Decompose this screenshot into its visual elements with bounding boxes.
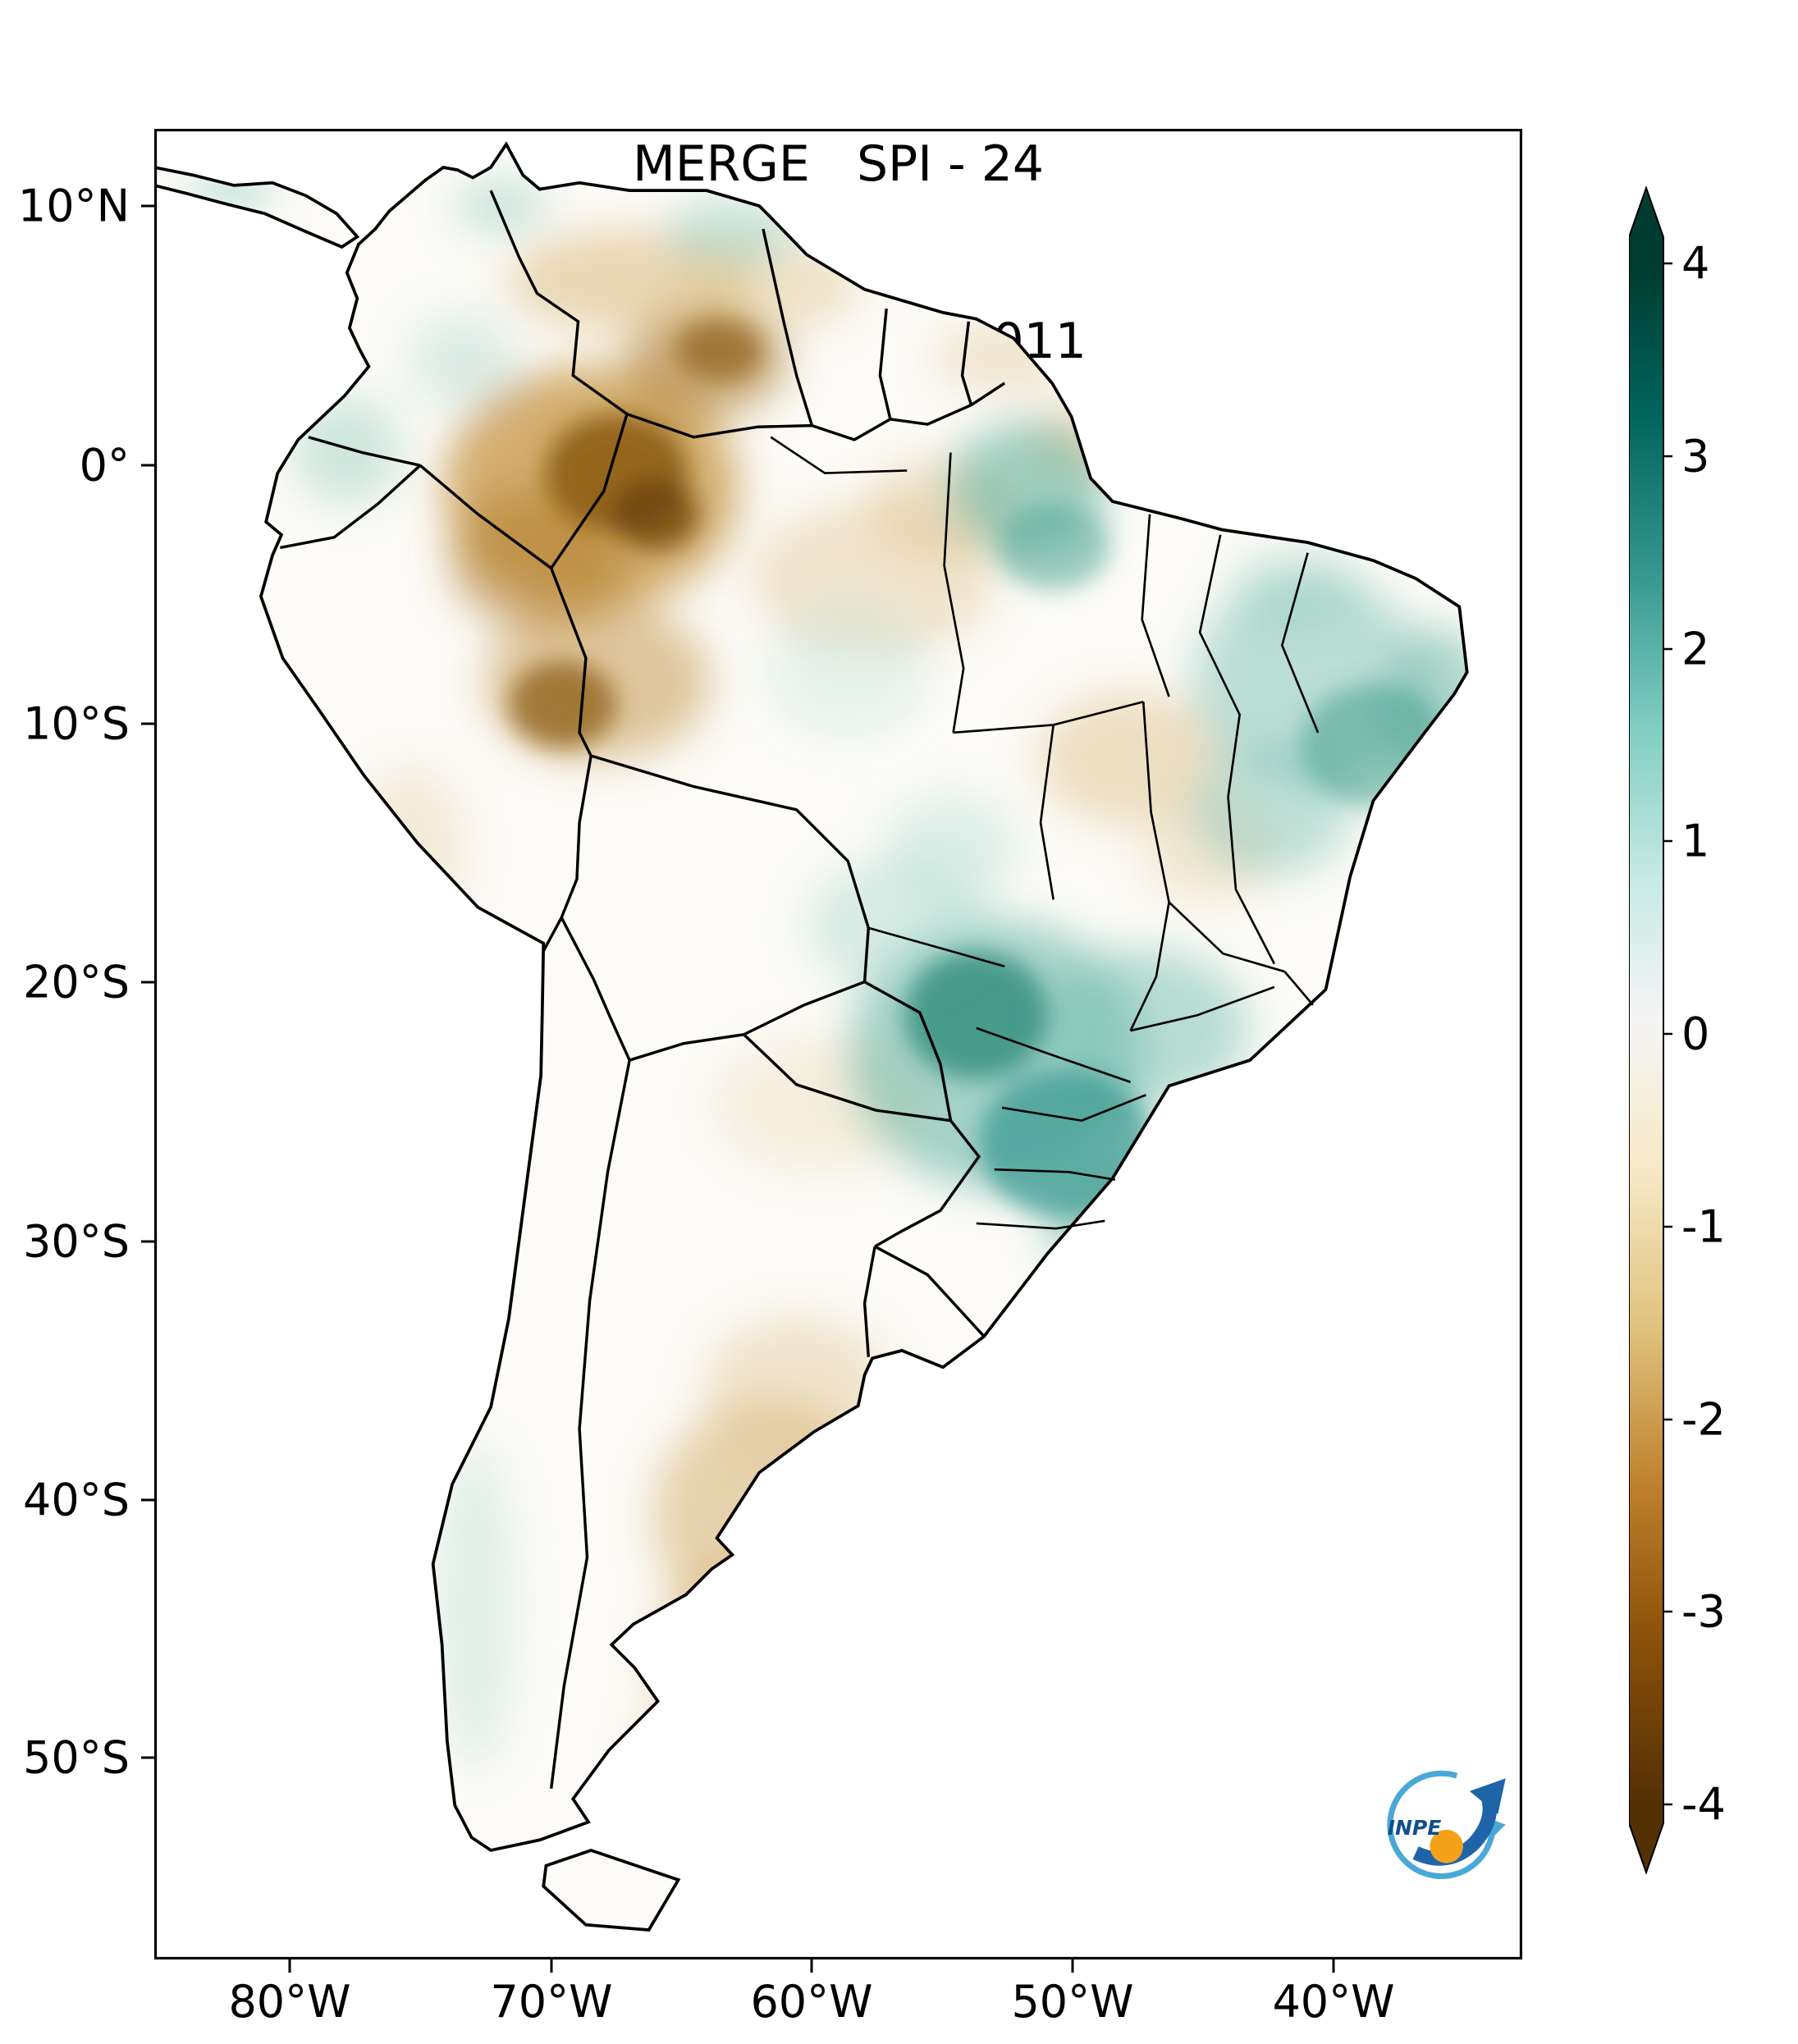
- south-america-map: INPE: [154, 129, 1522, 1959]
- colorbar: [1628, 185, 1678, 1876]
- colorbar-tick-marks: [1663, 262, 1672, 1806]
- lat-tick-label: 0°: [79, 439, 130, 492]
- colorbar-svg: [1628, 185, 1672, 1876]
- inpe-logo: INPE: [1382, 1763, 1506, 1886]
- lat-tick-label: 20°S: [23, 956, 130, 1008]
- lon-tick-label: 70°W: [490, 1976, 613, 2028]
- colorbar-tick-label: 3: [1681, 430, 1710, 482]
- lon-tick-label: 60°W: [750, 1976, 873, 2028]
- lat-tick-mark: [141, 1756, 154, 1759]
- colorbar-tick-label: -2: [1681, 1393, 1726, 1446]
- inpe-logo-text: INPE: [1388, 1816, 1442, 1840]
- lat-tick-mark: [141, 1498, 154, 1502]
- lon-tick-mark: [1071, 1959, 1074, 1973]
- lat-tick-mark: [141, 464, 154, 467]
- figure-title: MERGE SPI - 24: [632, 135, 1045, 193]
- lat-tick-mark: [141, 1240, 154, 1243]
- coastline: [258, 141, 1469, 1852]
- colorbar-tick-label: 2: [1681, 623, 1710, 675]
- tierra-del-fuego-outline: [542, 1848, 681, 1932]
- colorbar-tick-label: -1: [1681, 1200, 1726, 1253]
- border-lines: [154, 141, 1469, 1932]
- colorbar-tick-label: 0: [1681, 1008, 1710, 1060]
- spi-core-anomalies: [509, 318, 1449, 1219]
- lon-tick-label: 40°W: [1272, 1976, 1395, 2028]
- lat-tick-label: 10°N: [17, 180, 130, 232]
- inpe-swirl-icon: [1387, 1770, 1496, 1879]
- lon-tick-mark: [1332, 1959, 1335, 1973]
- panama-coast-outline: [154, 166, 360, 249]
- lat-tick-label: 10°S: [23, 697, 130, 750]
- lon-tick-mark: [810, 1959, 813, 1973]
- inpe-orange-dot-icon: [1430, 1829, 1463, 1863]
- inpe-arrow-icon: [1412, 1794, 1497, 1866]
- lat-tick-mark: [141, 722, 154, 725]
- inpe-arrowhead-icon: [1469, 1778, 1506, 1815]
- lon-tick-label: 50°W: [1011, 1976, 1134, 2028]
- lon-tick-label: 80°W: [228, 1976, 351, 2028]
- lon-tick-mark: [550, 1959, 553, 1973]
- lat-tick-mark: [141, 204, 154, 208]
- lon-tick-mark: [288, 1959, 291, 1973]
- country-borders: [280, 190, 1006, 1789]
- state-borders: [770, 436, 1320, 1230]
- colorbar-tick-label: 1: [1681, 815, 1710, 867]
- map-canvas: INPE: [154, 129, 1522, 1959]
- colorbar-tick-label: -3: [1681, 1585, 1726, 1638]
- lat-tick-label: 40°S: [23, 1474, 130, 1526]
- lat-tick-label: 50°S: [23, 1731, 130, 1784]
- spi-raster-layer: [154, 144, 1467, 1930]
- colorbar-tick-label: 4: [1681, 237, 1710, 290]
- colorbar-gradient-bar: [1628, 185, 1664, 1876]
- lat-tick-mark: [141, 981, 154, 984]
- axes-frame: [154, 129, 1522, 1959]
- colorbar-tick-label: -4: [1681, 1778, 1726, 1831]
- lat-tick-label: 30°S: [23, 1215, 130, 1268]
